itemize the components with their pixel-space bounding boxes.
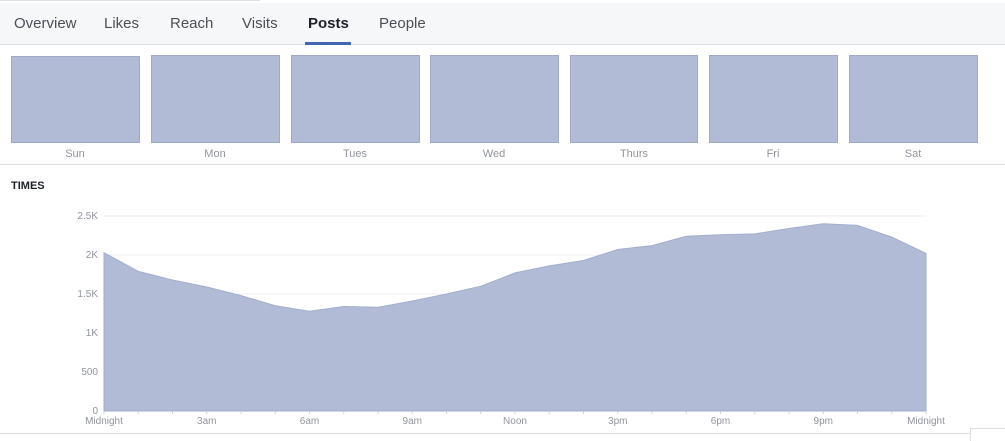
x-tick-label: 9pm xyxy=(814,416,833,427)
tab-likes[interactable]: Likes xyxy=(104,15,140,32)
x-tick-label: 6pm xyxy=(711,416,730,427)
tab-people[interactable]: People xyxy=(379,15,426,32)
y-tick-label: 500 xyxy=(81,367,98,378)
y-tick-label: 1.5K xyxy=(77,289,98,300)
x-tick-label: Midnight xyxy=(85,416,123,427)
day-label-wed: Wed xyxy=(482,148,506,160)
x-tick-label: 3am xyxy=(197,416,216,427)
activity-area[interactable] xyxy=(103,223,927,412)
day-label-sun: Sun xyxy=(65,148,85,160)
day-bar-sat[interactable] xyxy=(849,55,978,143)
tab-visits[interactable]: Visits xyxy=(242,15,278,32)
day-bar-mon[interactable] xyxy=(151,55,280,143)
day-label-tues: Tues xyxy=(342,148,368,160)
insights-tab-bar: Overview Likes Reach Visits Posts People xyxy=(0,0,1005,45)
y-tick-label: 0 xyxy=(92,406,98,417)
chart-y-axis: 0 500 1K 1.5K 2K 2.5K xyxy=(77,211,98,417)
day-bar-thurs[interactable] xyxy=(570,55,698,143)
day-label-mon: Mon xyxy=(204,148,226,160)
active-tab-indicator xyxy=(305,42,351,45)
x-tick-label: 9am xyxy=(403,416,422,427)
day-bar-wed[interactable] xyxy=(430,55,559,143)
y-tick-label: 1K xyxy=(86,328,99,339)
day-label-thurs: Thurs xyxy=(619,148,649,160)
day-label-fri: Fri xyxy=(766,148,780,160)
days-chart: Sun Mon Tues Wed Thurs Fri Sat xyxy=(0,46,1005,165)
day-label-sat: Sat xyxy=(904,148,922,160)
x-tick-label: 3pm xyxy=(608,416,627,427)
times-section-title: TIMES xyxy=(11,180,45,192)
y-tick-label: 2.5K xyxy=(77,211,98,222)
chart-x-axis: Midnight 3am 6am 9am Noon 3pm 6pm 9pm Midnight xyxy=(85,411,945,427)
y-tick-label: 2K xyxy=(86,250,99,261)
day-bar-tues[interactable] xyxy=(291,55,420,143)
x-tick-label: Noon xyxy=(503,416,527,427)
x-tick-label: Midnight xyxy=(907,416,945,427)
day-bar-sun[interactable] xyxy=(11,56,140,143)
tab-overview[interactable]: Overview xyxy=(14,15,77,32)
corner-panel-edge xyxy=(970,428,1005,441)
x-tick-label: 6am xyxy=(300,416,319,427)
tab-reach[interactable]: Reach xyxy=(170,15,214,32)
tab-bar-top-divider xyxy=(0,0,260,1)
tab-bar-top-strip xyxy=(0,0,1005,3)
day-bar-fri[interactable] xyxy=(709,55,838,143)
tab-posts[interactable]: Posts xyxy=(308,15,349,32)
times-area-chart: 0 500 1K 1.5K 2K 2.5K Midnight 3am 6am 9am Noon 3p… xyxy=(77,211,945,427)
bottom-divider xyxy=(0,433,975,434)
